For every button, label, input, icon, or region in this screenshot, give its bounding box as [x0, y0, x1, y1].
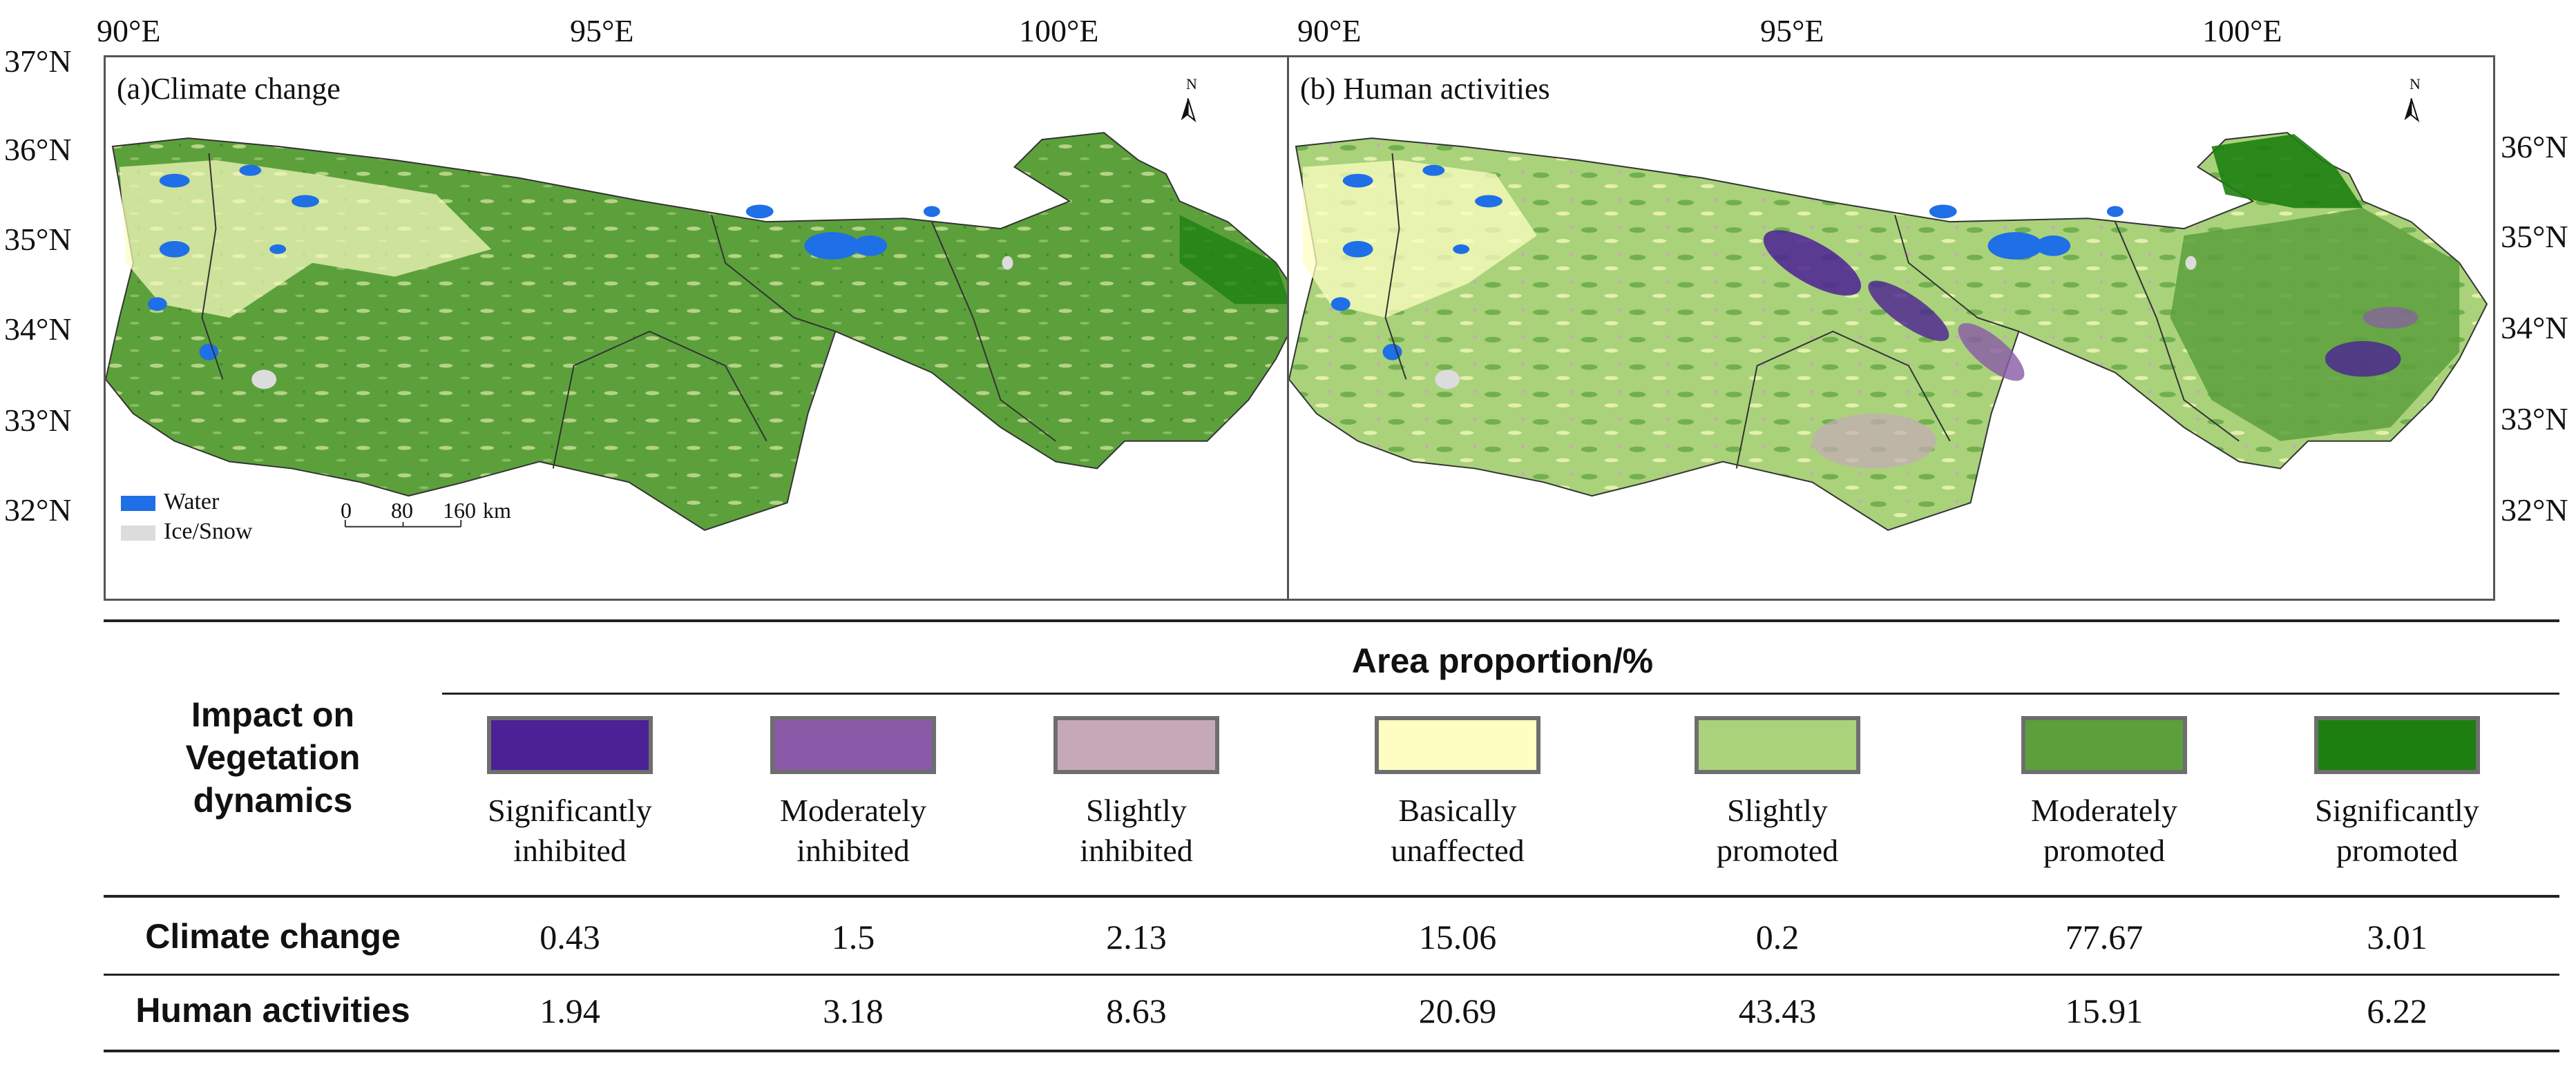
ice-snow: [251, 255, 1013, 389]
swatch-moderately-inhibited: [770, 716, 936, 774]
category-label: Moderately promoted: [2030, 793, 2178, 868]
water-bodies: [1330, 164, 2124, 360]
swatch-moderately-promoted: [2021, 716, 2187, 774]
value-ha-6: 6.22: [2367, 992, 2427, 1030]
value-ha-5: 15.91: [2065, 992, 2144, 1030]
swatch-basically-unaffected: [1375, 716, 1540, 774]
moderate-green-zone: [2170, 208, 2460, 441]
category-moderately-inhibited: Moderately inhibited: [708, 716, 998, 871]
legend-ice-snow: Ice/Snow: [121, 519, 252, 545]
lat-tick-left-32: 32°N: [4, 492, 72, 528]
legend-water-swatch: [121, 496, 155, 512]
scale-label-160: 160: [443, 498, 476, 523]
lat-tick-right-34: 34°N: [2501, 310, 2568, 345]
region-map-climate-change: [106, 98, 1305, 531]
north-arrow-icon: [1181, 98, 1196, 123]
value-ha-1: 3.18: [823, 992, 884, 1030]
category-moderately-promoted: Moderately promoted: [1959, 716, 2249, 871]
category-label: Moderately inhibited: [779, 793, 927, 868]
lon-tick-b-90: 90°E: [1297, 13, 1362, 48]
lat-tick-right-33: 33°N: [2501, 401, 2568, 436]
map-panel-human-activities: (b) Human activities N: [1287, 55, 2495, 601]
category-label: Significantly inhibited: [488, 793, 652, 868]
table-top-rule: [104, 619, 2559, 622]
basin-boundaries: [201, 153, 1056, 469]
header-rule: [442, 693, 2559, 695]
lon-tick-b-100: 100°E: [2202, 13, 2282, 48]
north-arrow-icon: [2404, 98, 2420, 123]
value-cc-1: 1.5: [831, 918, 875, 956]
lon-tick-a-95: 95°E: [570, 13, 634, 48]
value-cc-4: 0.2: [1755, 918, 1800, 956]
dark-green-zone: [1179, 215, 1290, 305]
row-label-human-activities: Human activities: [135, 991, 410, 1030]
north-label: N: [1186, 75, 1197, 93]
lat-tick-left-37: 37°N: [4, 44, 72, 79]
lon-tick-a-100: 100°E: [1019, 13, 1099, 48]
swatch-significantly-promoted: [2314, 716, 2480, 774]
map-panel-climate-change: (a)Climate change N Water Ice/Snow 0 80 …: [104, 55, 1312, 601]
lat-tick-right-35: 35°N: [2501, 219, 2568, 254]
value-cc-5: 77.67: [2065, 918, 2144, 956]
category-slightly-inhibited: Slightly inhibited: [991, 716, 1281, 871]
area-proportion-header: Area proportion/%: [1351, 641, 1654, 680]
category-basically-unaffected: Basically unaffected: [1313, 716, 1603, 871]
lon-tick-b-95: 95°E: [1760, 13, 1824, 48]
legend-water: Water: [121, 489, 219, 515]
category-label: Slightly inhibited: [1080, 793, 1193, 868]
scale-bar: [344, 519, 462, 528]
legend-water-label: Water: [164, 489, 220, 514]
inhibited-zones: [1763, 230, 2418, 469]
category-significantly-inhibited: Significantly inhibited: [425, 716, 715, 871]
scale-label-80: 80: [391, 498, 413, 523]
region-shape: [1289, 132, 2488, 531]
lon-tick-a-90: 90°E: [97, 13, 161, 48]
legend-ice-swatch: [121, 525, 155, 541]
value-cc-6: 3.01: [2367, 918, 2427, 956]
table-bottom-rule: [104, 1050, 2559, 1052]
value-ha-0: 1.94: [540, 992, 600, 1030]
panel-title-a: (a)Climate change: [117, 72, 341, 106]
category-label: Significantly promoted: [2315, 793, 2479, 868]
swatch-slightly-inhibited: [1053, 716, 1219, 774]
dark-green-zone: [2211, 134, 2363, 209]
row-header-impact: Impact on Vegetation dynamics: [185, 695, 361, 820]
north-label: N: [2410, 75, 2421, 93]
value-ha-4: 43.43: [1738, 992, 1817, 1030]
value-cc-3: 15.06: [1418, 918, 1497, 956]
yellow-zone: [119, 160, 492, 318]
category-significantly-promoted: Significantly promoted: [2252, 716, 2542, 871]
legend-ice-label: Ice/Snow: [164, 519, 253, 544]
ice-snow: [1435, 255, 2197, 389]
lat-tick-left-36: 36°N: [4, 132, 72, 167]
body-rule: [104, 895, 2559, 898]
swatch-slightly-promoted: [1695, 716, 1860, 774]
water-bodies: [147, 164, 940, 360]
lat-tick-left-33: 33°N: [4, 403, 72, 438]
category-label: Basically unaffected: [1391, 793, 1525, 868]
scale-unit: km: [483, 498, 511, 523]
lat-tick-right-36: 36°N: [2501, 129, 2568, 164]
row-rule: [104, 974, 2559, 976]
scale-label-0: 0: [341, 498, 352, 523]
category-label: Slightly promoted: [1716, 793, 1839, 868]
lat-tick-right-32: 32°N: [2501, 492, 2568, 528]
value-cc-2: 2.13: [1106, 918, 1167, 956]
row-label-climate-change: Climate change: [145, 917, 401, 956]
swatch-significantly-inhibited: [487, 716, 653, 774]
value-cc-0: 0.43: [540, 918, 600, 956]
basin-boundaries: [1384, 153, 2240, 469]
category-slightly-promoted: Slightly promoted: [1632, 716, 1923, 871]
value-ha-2: 8.63: [1106, 992, 1167, 1030]
lat-tick-left-35: 35°N: [4, 222, 72, 257]
lat-tick-left-34: 34°N: [4, 311, 72, 347]
panel-title-b: (b) Human activities: [1300, 72, 1550, 106]
value-ha-3: 20.69: [1418, 992, 1497, 1030]
region-map-human-activities: [1289, 98, 2488, 531]
